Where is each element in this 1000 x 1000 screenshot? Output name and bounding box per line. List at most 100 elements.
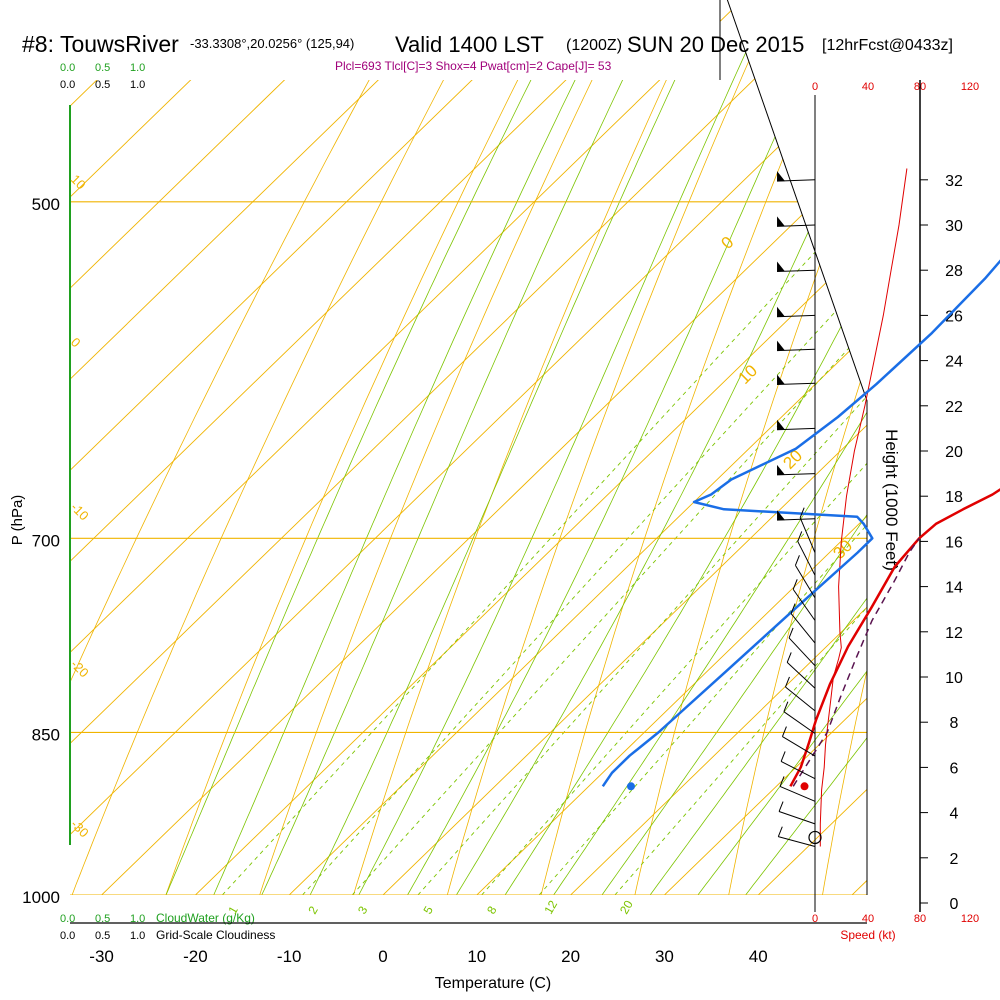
moist-adiabat-line xyxy=(238,0,867,895)
valid-date: SUN 20 Dec 2015 xyxy=(627,32,804,57)
isotherm-line xyxy=(707,0,867,895)
wind-barb-feather xyxy=(792,579,798,590)
mixing-ratio-line xyxy=(481,0,867,895)
wind-barb-feather xyxy=(781,726,787,737)
height-tick-label: 2 xyxy=(950,851,959,868)
height-axis-label: Height (1000 Feet) xyxy=(882,429,901,571)
moist-adiabat-line xyxy=(473,0,867,895)
dry-adiabat-line xyxy=(910,0,1000,944)
mixing-ratio-line xyxy=(538,0,867,895)
height-tick-label: 28 xyxy=(945,263,963,280)
temperature-tick-label: 10 xyxy=(467,947,486,966)
wind-barb-flag xyxy=(777,216,786,227)
wind-barb-flag xyxy=(777,340,786,351)
wind-barb-flag xyxy=(777,510,786,521)
wind-barb-feather xyxy=(794,555,800,566)
wind-barb-feather xyxy=(777,826,783,837)
wind-barb-staff xyxy=(780,761,816,780)
height-tick-label: 26 xyxy=(945,308,963,325)
station-title: #8: TouwsRiver xyxy=(22,31,179,57)
cloudwater-label: CloudWater (g/Kg) xyxy=(156,911,255,925)
wind-barb-staff xyxy=(788,637,816,667)
wind-barb-feather xyxy=(783,701,789,712)
wind-barb-flag xyxy=(777,419,786,430)
height-tick-label: 10 xyxy=(945,670,963,687)
dry-adiabat-line xyxy=(528,0,867,895)
height-tick-label: 30 xyxy=(945,218,963,235)
isotherm-line xyxy=(520,0,867,895)
speed-tick: 0 xyxy=(812,81,818,93)
wind-barb-feather xyxy=(778,801,784,812)
wind-barb-feather xyxy=(780,751,786,762)
wind-speed-profile xyxy=(819,168,908,847)
speed-tick: 80 xyxy=(914,913,926,925)
isotherm-line xyxy=(70,0,867,895)
speed-axis-top: 0 40 80 120 xyxy=(812,81,979,93)
isotherm-line xyxy=(238,0,867,895)
wind-barb-feather xyxy=(788,627,794,639)
wind-barb-feather xyxy=(779,776,785,787)
isotherm-line xyxy=(70,0,867,895)
wind-barb-staff xyxy=(779,785,816,802)
moist-adiabat-line xyxy=(191,0,867,895)
surface-temperature-marker xyxy=(800,782,809,791)
height-tick-label: 16 xyxy=(945,534,963,551)
isotherm-label: 0 xyxy=(717,233,737,253)
pressure-tick-label: 850 xyxy=(32,725,60,744)
height-tick-label: 22 xyxy=(945,399,963,416)
station-location: -33.3308°,20.0256° (125,94) xyxy=(190,36,354,51)
wind-barb-flag xyxy=(777,261,786,272)
plot-frame xyxy=(69,0,928,924)
cloudiness-tick: 1.0 xyxy=(130,930,145,942)
mixing-ratio-label: 5 xyxy=(421,903,437,916)
height-tick-label: 20 xyxy=(945,444,963,461)
moist-adiabat-line xyxy=(426,0,867,895)
dry-adiabat-line xyxy=(718,0,867,895)
isotherm-line xyxy=(426,0,867,895)
wind-barb-staff xyxy=(792,589,816,621)
mixing-ratio-line xyxy=(351,0,867,895)
mixing-ratio-line xyxy=(614,0,867,895)
cloudiness-tick: 0.5 xyxy=(95,79,110,91)
valid-time: Valid 1400 LST xyxy=(395,32,544,57)
surface-dewpoint-marker xyxy=(626,782,635,791)
cloud-scale-bottom: 0.0 0.5 1.0 CloudWater (g/Kg) 0.0 0.5 1.… xyxy=(60,911,275,942)
moist-adiabat-line xyxy=(660,0,867,895)
dry-adiabat-line xyxy=(243,0,867,895)
cloudiness-label: Grid-Scale Cloudiness xyxy=(156,928,275,942)
cloudiness-tick: 0.0 xyxy=(60,79,75,91)
temperature-tick-label: 30 xyxy=(655,947,674,966)
wind-barb-feather xyxy=(799,507,805,518)
isotherm-line xyxy=(70,0,867,895)
isotherm-layer xyxy=(70,0,867,895)
wind-barb-flag xyxy=(777,374,786,385)
temperature-tick-label: 20 xyxy=(561,947,580,966)
stability-indices: Plcl=693 Tlcl[C]=3 Shox=4 Pwat[cm]=2 Cap… xyxy=(335,59,612,73)
cloudwater-tick: 0.5 xyxy=(95,62,110,74)
dry-adiabat-line xyxy=(70,0,814,895)
isotherm-line xyxy=(70,0,867,895)
wind-barb-flag xyxy=(777,464,786,475)
moist-adiabat-line xyxy=(519,0,867,895)
dry-adiabat-line xyxy=(814,0,867,895)
isotherm-label: -30 xyxy=(68,817,92,841)
surface-wind-circle xyxy=(808,830,822,845)
isotherm-label: -20 xyxy=(68,657,92,681)
temperature-tick-label: -10 xyxy=(277,947,302,966)
mixing-ratio-label: 3 xyxy=(355,903,371,916)
speed-tick: 40 xyxy=(862,913,874,925)
speed-tick: 120 xyxy=(961,913,979,925)
dry-adiabat-line xyxy=(623,0,867,895)
wind-barb-staff xyxy=(785,686,816,712)
mixing-ratio-label: 20 xyxy=(617,898,636,917)
wind-barb-staff xyxy=(799,517,816,553)
dry-adiabat-line xyxy=(433,0,867,895)
pressure-tick-label: 500 xyxy=(32,195,60,214)
cloudwater-tick: 0.5 xyxy=(95,913,110,925)
isotherm-label: -10 xyxy=(68,500,92,524)
height-tick-label: 14 xyxy=(945,580,963,597)
dry-adiabat-layer xyxy=(70,0,1000,944)
cloudiness-tick: 0.0 xyxy=(60,930,75,942)
wind-barb-staff xyxy=(786,662,816,689)
isotherm-line xyxy=(613,0,867,895)
